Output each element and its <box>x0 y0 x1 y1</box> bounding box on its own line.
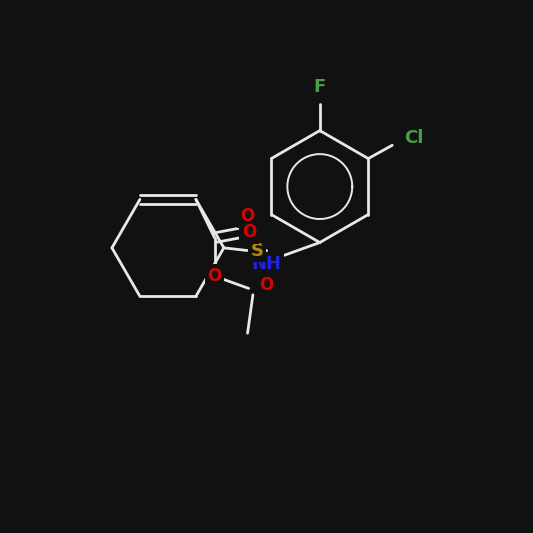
Text: F: F <box>314 78 326 96</box>
Text: O: O <box>260 276 273 294</box>
Text: O: O <box>240 207 254 225</box>
Text: O: O <box>207 267 222 285</box>
Text: O: O <box>242 223 256 241</box>
Text: S: S <box>251 241 263 260</box>
Text: NH: NH <box>252 255 281 273</box>
Text: Cl: Cl <box>404 130 423 147</box>
